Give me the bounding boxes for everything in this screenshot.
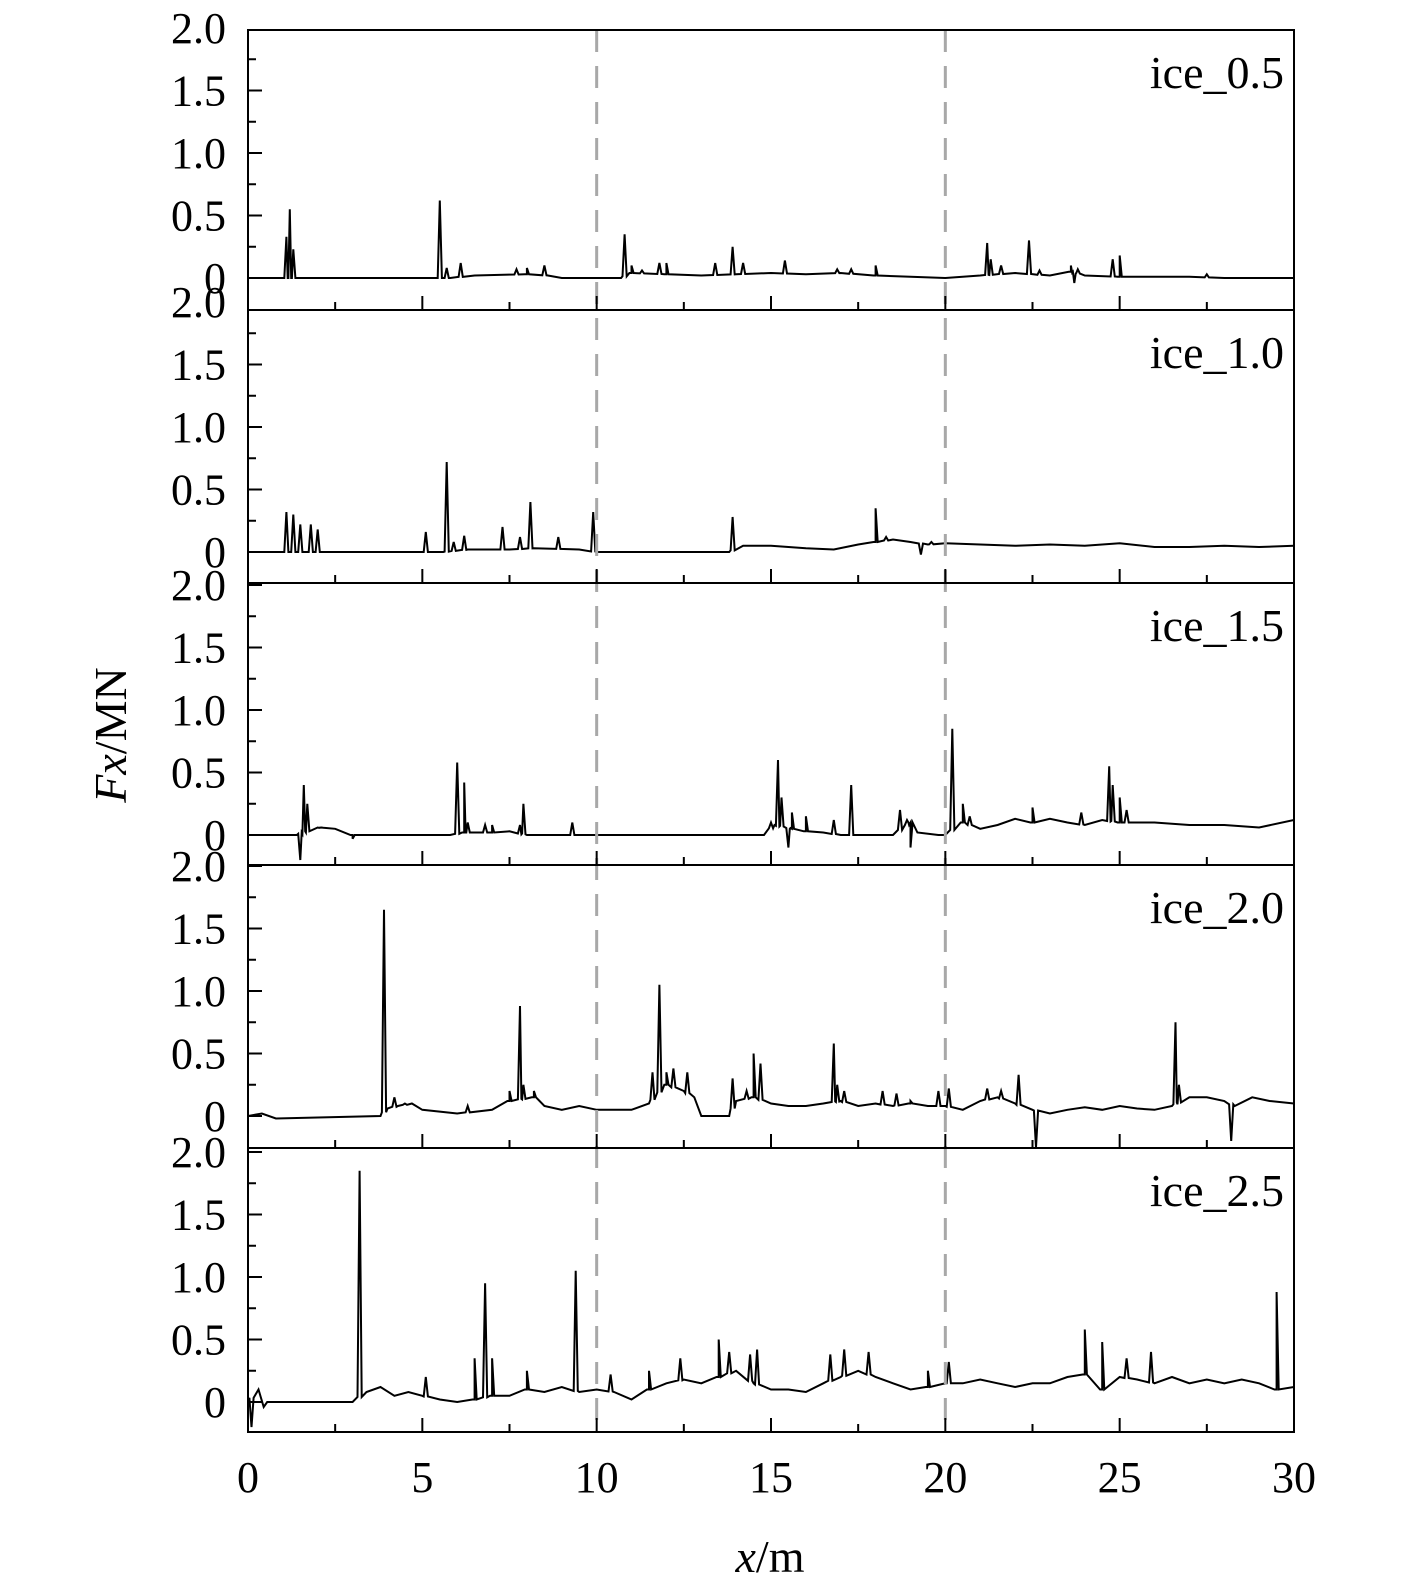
- panel-label-1: ice_0.5: [1150, 47, 1284, 98]
- y-tick-label: 1.5: [171, 905, 226, 954]
- y-tick-label: 1.0: [171, 403, 226, 452]
- y-tick-label: 2.0: [171, 842, 226, 891]
- panel-frame-1: [247, 29, 1295, 311]
- y-axis-title-symbol: Fx: [85, 754, 136, 804]
- y-tick-label: 1.0: [171, 129, 226, 178]
- x-tick-label: 10: [575, 1453, 619, 1502]
- y-tick-label: 1.5: [171, 1191, 226, 1240]
- y-tick-label: 1.5: [171, 67, 226, 116]
- series-line-ice_2.0: [248, 909, 1294, 1148]
- x-axis-title-symbol: x: [735, 1531, 757, 1578]
- x-axis-title-unit: /m: [756, 1531, 805, 1578]
- panel-label-3: ice_1.5: [1150, 600, 1284, 651]
- series-line-ice_2.5: [248, 1170, 1294, 1428]
- y-tick-label: 0.5: [171, 1030, 226, 1079]
- y-tick-label: 1.0: [171, 686, 226, 735]
- y-tick-label: 0.5: [171, 192, 226, 241]
- y-tick-label: 2.0: [171, 561, 226, 610]
- y-tick-label: 0: [204, 1378, 226, 1427]
- series-line-ice_1.5: [248, 728, 1294, 861]
- series-line-ice_1.0: [248, 461, 1294, 555]
- y-tick-label: 1.0: [171, 1253, 226, 1302]
- panel-frame-2: [247, 309, 1295, 584]
- x-tick-labels-layer: 0 5 10 15 20 25 30: [237, 1453, 1316, 1502]
- y-axis-title: Fx/MN: [85, 667, 136, 803]
- y-tick-label: 0: [204, 528, 226, 577]
- reference-lines-layer: [595, 30, 947, 1432]
- x-tick-label: 15: [749, 1453, 793, 1502]
- y-tick-label: 2.0: [171, 278, 226, 327]
- frames-layer: ice_0.5 ice_1.0 ice_1.5 ice_2.0 ice_2.5: [247, 29, 1295, 1433]
- x-tick-label: 30: [1272, 1453, 1316, 1502]
- y-tick-label: 1.5: [171, 341, 226, 390]
- y-tick-label: 1.0: [171, 967, 226, 1016]
- x-tick-label: 5: [411, 1453, 433, 1502]
- panel-label-5: ice_2.5: [1150, 1165, 1284, 1216]
- y-tick-label: 0.5: [171, 466, 226, 515]
- y-tick-label: 1.5: [171, 624, 226, 673]
- y-axis-title-unit: /MN: [85, 667, 136, 754]
- x-tick-label: 25: [1098, 1453, 1142, 1502]
- panels-layer: [248, 200, 1294, 1428]
- x-tick-label: 0: [237, 1453, 259, 1502]
- y-tick-label: 0.5: [171, 1316, 226, 1365]
- panel-frame-4: [247, 864, 1295, 1149]
- y-tick-label: 0: [204, 811, 226, 860]
- y-tick-label: 0: [204, 1092, 226, 1141]
- y-tick-label: 0: [204, 254, 226, 303]
- x-tick-label: 20: [923, 1453, 967, 1502]
- y-tick-label: 2.0: [171, 4, 226, 53]
- series-line-ice_0.5: [248, 200, 1294, 284]
- y-tick-labels-layer: 00.51.01.52.000.51.01.52.000.51.01.52.00…: [171, 4, 226, 1427]
- panel-label-2: ice_1.0: [1150, 327, 1284, 378]
- y-tick-label: 2.0: [171, 1128, 226, 1177]
- x-axis-title: x/m: [735, 1531, 805, 1578]
- y-tick-label: 0.5: [171, 749, 226, 798]
- panel-label-4: ice_2.0: [1150, 882, 1284, 933]
